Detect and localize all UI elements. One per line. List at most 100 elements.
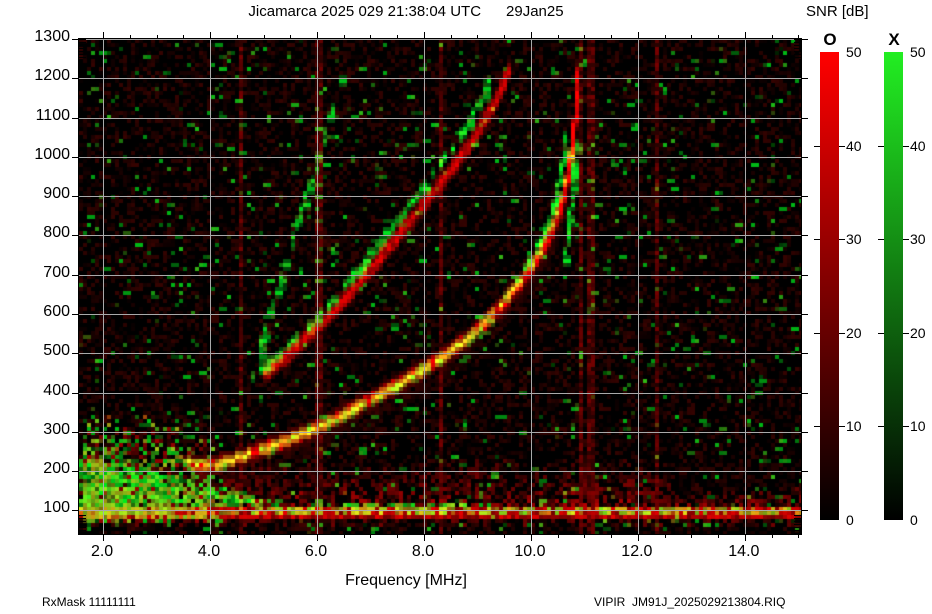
y-axis-tick-label: 1000 — [34, 145, 70, 163]
x-axis-tick-label: 4.0 — [197, 543, 221, 560]
y-axis-tick — [72, 39, 79, 40]
y-axis-tick — [72, 118, 79, 119]
x-axis-minor-tick — [504, 534, 505, 538]
x-axis-minor-tick — [451, 35, 452, 39]
x-axis-tick-bottom — [317, 534, 318, 541]
y-axis-tick-label: 800 — [43, 224, 70, 242]
y-axis-tick — [72, 393, 79, 394]
colorbar-x-letter: X — [888, 30, 900, 49]
colorbar-tick — [903, 333, 909, 334]
colorbar-tick-label: 30 — [910, 231, 926, 248]
axis-edge-comb-tick — [794, 533, 801, 534]
x-axis-minor-tick — [718, 35, 719, 39]
axis-edge-comb-tick — [79, 533, 86, 534]
axis-edge-comb-tick — [79, 42, 86, 43]
x-axis-tick-label: 2.0 — [90, 543, 114, 560]
x-axis-minor-tick — [344, 534, 345, 538]
axis-edge-comb-tick — [794, 57, 801, 58]
x-axis-minor-tick — [798, 534, 799, 538]
axis-edge-comb-tick — [79, 48, 86, 49]
x-axis-minor-tick — [691, 534, 692, 538]
axis-edge-comb-tick — [79, 530, 86, 531]
y-axis-tick-right — [801, 314, 808, 315]
axis-edge-comb-tick — [794, 518, 801, 519]
x-axis-tick-top — [424, 32, 425, 39]
y-axis-tick-label: 400 — [43, 381, 70, 399]
y-axis-tick-right — [801, 353, 808, 354]
axis-edge-comb-tick — [794, 51, 801, 52]
colorbar-o-gradient — [820, 52, 839, 520]
axis-edge-comb-tick — [79, 39, 86, 40]
colorbar-tick-label: 20 — [910, 324, 926, 341]
y-axis-tick-right — [801, 275, 808, 276]
y-axis-tick — [72, 510, 79, 511]
x-axis-minor-tick — [344, 35, 345, 39]
axis-edge-comb-tick — [794, 48, 801, 49]
colorbar-x-gradient — [884, 52, 903, 520]
x-axis-tick-top — [531, 32, 532, 39]
axis-edge-comb-tick — [79, 518, 86, 519]
y-axis-tick — [72, 235, 79, 236]
x-axis-minor-tick — [370, 534, 371, 538]
x-axis-tick-top — [210, 32, 211, 39]
x-axis-tick-label: 12.0 — [621, 543, 653, 560]
y-axis-tick-right — [801, 78, 808, 79]
x-axis-minor-tick — [397, 534, 398, 538]
x-axis-minor-tick — [183, 35, 184, 39]
x-axis-tick-top — [317, 32, 318, 39]
x-axis-tick-bottom — [638, 534, 639, 541]
ionogram-plot — [72, 32, 808, 541]
colorbar-tick — [839, 146, 845, 147]
colorbar-tick — [903, 426, 909, 427]
y-axis-tick — [72, 78, 79, 79]
x-axis-label: Frequency [MHz] — [345, 572, 467, 589]
axis-edge-comb-tick — [794, 515, 801, 516]
x-axis-minor-tick — [504, 35, 505, 39]
ionogram-canvas — [79, 39, 801, 534]
colorbar-tick-label: 10 — [846, 418, 862, 435]
axis-edge-comb-tick — [794, 524, 801, 525]
x-axis-minor-tick — [370, 35, 371, 39]
colorbar-tick-label: 50 — [846, 44, 862, 60]
colorbar-tick-label: 10 — [910, 418, 926, 435]
y-axis-tick-right — [801, 510, 808, 511]
y-axis-tick — [72, 432, 79, 433]
y-axis-tick-label: 300 — [43, 420, 70, 438]
x-axis-minor-tick — [477, 35, 478, 39]
x-axis-minor-tick — [558, 534, 559, 538]
y-axis-tick-right — [801, 432, 808, 433]
colorbar-tick-label: 40 — [846, 137, 862, 154]
axis-edge-comb-tick — [794, 39, 801, 40]
x-axis-minor-tick — [130, 35, 131, 39]
axis-edge-comb-tick — [79, 51, 86, 52]
axis-edge-comb-tick — [794, 45, 801, 46]
y-axis-tick-label: 700 — [43, 263, 70, 281]
x-axis-minor-tick — [611, 35, 612, 39]
axis-edge-comb-tick — [794, 42, 801, 43]
y-axis-tick-label: 100 — [43, 499, 70, 517]
axis-edge-comb-tick — [794, 530, 801, 531]
x-axis-minor-tick — [237, 35, 238, 39]
x-axis-minor-tick — [290, 534, 291, 538]
x-axis-minor-tick — [397, 35, 398, 39]
colorbar-title: SNR [dB] — [806, 3, 869, 20]
colorbar-tick — [839, 239, 845, 240]
y-axis-tick-label: 1100 — [35, 106, 70, 124]
y-axis-tick-label: 1200 — [34, 67, 70, 85]
x-axis-minor-tick — [157, 35, 158, 39]
x-axis-minor-tick — [584, 35, 585, 39]
colorbar-tick — [878, 333, 884, 334]
x-axis-minor-tick — [264, 534, 265, 538]
axis-edge-comb-tick — [79, 45, 86, 46]
x-axis-tick-bottom — [210, 534, 211, 541]
y-axis-tick-right — [801, 157, 808, 158]
y-axis-tick-label: 1300 — [34, 28, 70, 45]
rxmask-label: RxMask 11111111 — [42, 595, 136, 609]
y-axis-tick — [72, 471, 79, 472]
axis-edge-comb-tick — [79, 521, 86, 522]
y-axis-tick-right — [801, 118, 808, 119]
x-axis-tick-bottom — [424, 534, 425, 541]
x-axis-minor-tick — [477, 534, 478, 538]
x-axis-tick-label: 8.0 — [411, 543, 435, 560]
colorbar-o-letter: O — [823, 30, 837, 49]
